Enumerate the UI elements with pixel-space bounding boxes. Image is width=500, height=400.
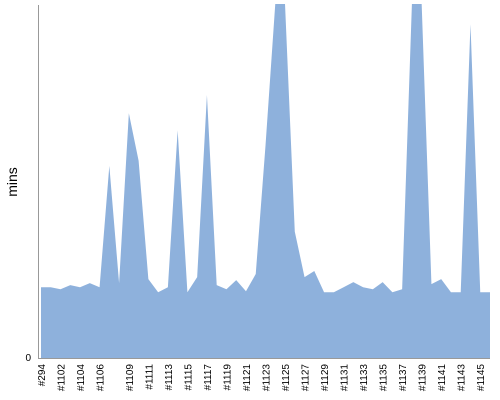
x-tick-label: #1145 (476, 364, 487, 392)
x-tick-label: #1104 (76, 364, 87, 392)
x-tick-label: #1115 (183, 364, 194, 391)
x-tick-label: #1131 (340, 364, 351, 392)
x-tick-label: #1133 (359, 364, 370, 392)
x-tick-label: #294 (37, 364, 48, 387)
x-tick-label: #1117 (203, 364, 214, 391)
x-tick-label: #1137 (398, 364, 409, 392)
x-tick-label: #1121 (242, 364, 253, 392)
x-tick-label: #1119 (222, 364, 233, 391)
x-tick-label: #1125 (281, 364, 292, 392)
y-tick-label: 0 (25, 353, 31, 364)
x-tick-label: #1141 (437, 364, 448, 392)
x-tick-label: #1123 (262, 364, 273, 392)
y-tick-labels: 0 (25, 353, 31, 364)
x-tick-label: #1113 (164, 364, 175, 391)
x-tick-label: #1109 (125, 364, 136, 392)
x-tick-labels: #294 #1102 #1104 #1106 #1109 #1111 #1113 #1115 #… (37, 364, 487, 392)
x-tick-label: #1106 (96, 364, 107, 392)
x-tick-label: #1127 (301, 364, 312, 392)
x-tick-label: #1143 (457, 364, 468, 392)
y-axis-title: mins (4, 167, 20, 197)
x-tick-label: #1129 (320, 364, 331, 392)
area-series (41, 4, 490, 358)
x-tick-label: #1111 (144, 364, 155, 390)
area-series-0 (41, 4, 490, 358)
x-tick-label: #1139 (418, 364, 429, 392)
x-tick-label: #1135 (379, 364, 390, 392)
x-tick-label: #1102 (57, 364, 68, 392)
